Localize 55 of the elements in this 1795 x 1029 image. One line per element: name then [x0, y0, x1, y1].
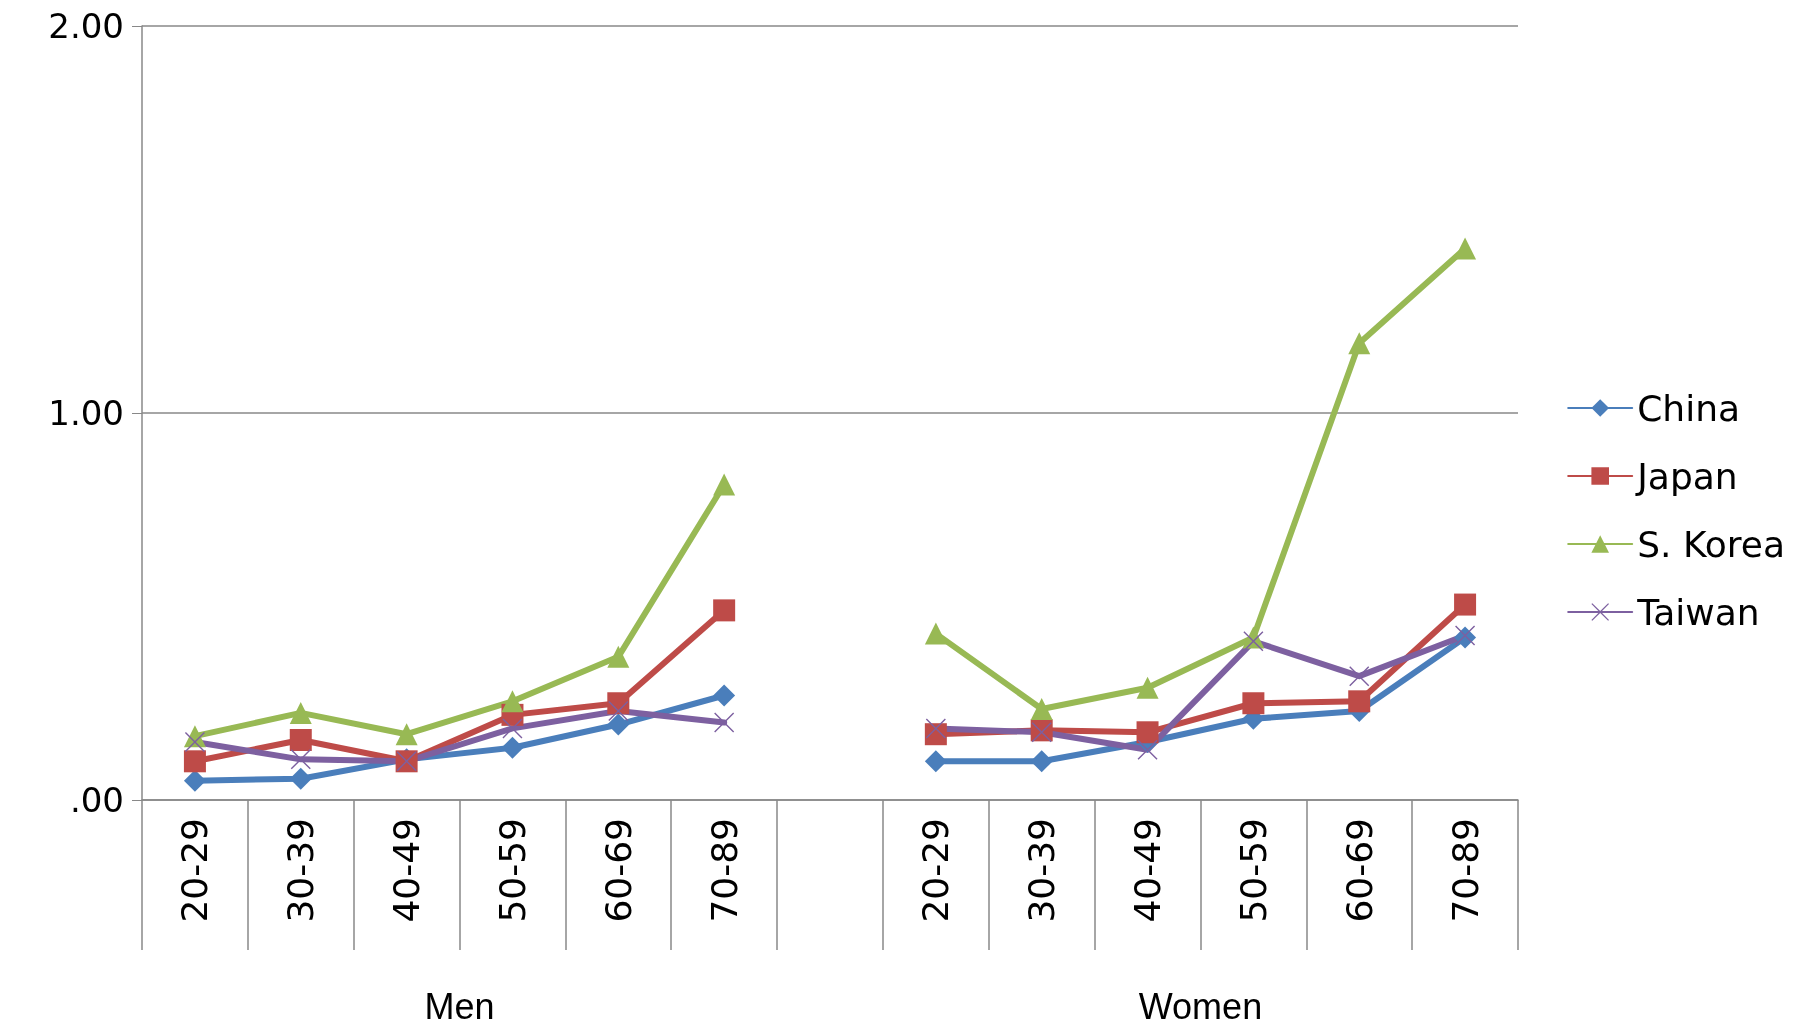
- point: [924, 750, 947, 773]
- point: [713, 599, 736, 622]
- x-tick-label: 20-29: [915, 818, 957, 923]
- point: [1348, 690, 1371, 713]
- point: [925, 718, 946, 739]
- point: [608, 700, 629, 721]
- point: [607, 713, 630, 736]
- x-tick-label: 50-59: [491, 818, 533, 923]
- x-tick-label: 40-49: [386, 818, 428, 923]
- point: [1454, 237, 1477, 260]
- point: [713, 684, 736, 707]
- point: [501, 690, 524, 713]
- y-tick-label: 2.00: [48, 6, 124, 46]
- legend-label: China: [1637, 387, 1741, 429]
- point: [1454, 593, 1477, 616]
- x-tick-label: 70-89: [703, 818, 745, 923]
- y-tick-label: .00: [69, 780, 124, 820]
- point: [183, 769, 206, 792]
- point: [502, 718, 523, 739]
- point: [713, 473, 736, 496]
- x-tick-label: 50-59: [1232, 818, 1274, 923]
- point: [289, 767, 312, 790]
- point: [289, 701, 312, 724]
- point: [607, 692, 630, 715]
- point: [1349, 666, 1370, 687]
- point: [1243, 631, 1264, 652]
- legend-label: Taiwan: [1636, 591, 1760, 633]
- point: [184, 731, 205, 752]
- point: [607, 645, 630, 668]
- x-tick-label: 30-39: [1021, 818, 1063, 923]
- legend-label: S. Korea: [1637, 523, 1785, 565]
- y-tick-label: 1.00: [48, 393, 124, 433]
- point: [1242, 692, 1265, 715]
- point: [1030, 698, 1053, 721]
- x-tick-label: 40-49: [1127, 818, 1169, 923]
- point: [501, 736, 524, 759]
- text: Women: [1138, 985, 1263, 1027]
- point: [1136, 721, 1159, 744]
- text: Men: [424, 985, 495, 1027]
- legend-label: Japan: [1635, 455, 1738, 497]
- point: [1137, 739, 1158, 760]
- x-tick-label: 60-69: [597, 818, 639, 923]
- point: [183, 750, 206, 773]
- point: [1030, 750, 1053, 773]
- point: [290, 749, 311, 770]
- point: [289, 729, 312, 752]
- point: [714, 712, 735, 733]
- point: [1136, 676, 1159, 699]
- x-tick-label: 60-69: [1338, 818, 1380, 923]
- x-tick-label: 30-39: [280, 818, 322, 923]
- point: [924, 622, 947, 645]
- x-tick-label: 20-29: [174, 818, 216, 923]
- point: [1348, 332, 1371, 355]
- x-tick-label: 70-89: [1444, 818, 1486, 923]
- point: [395, 723, 418, 746]
